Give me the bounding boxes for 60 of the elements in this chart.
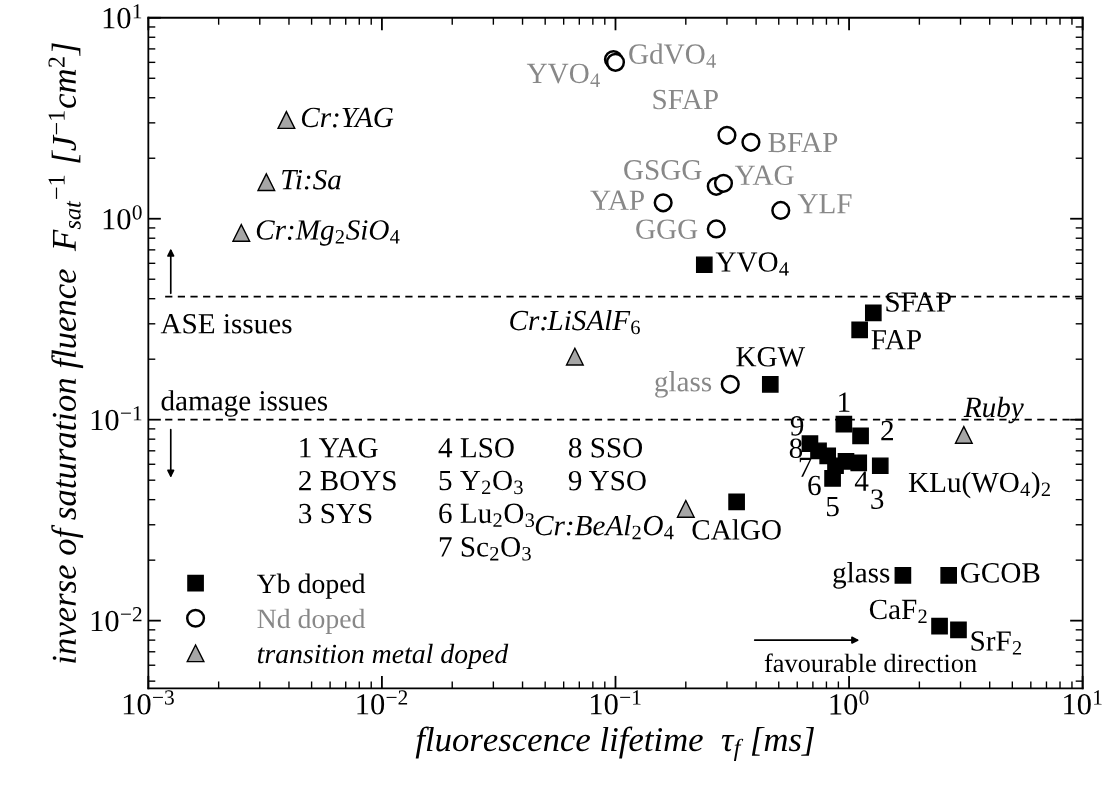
annotation: CAlGO: [692, 519, 781, 540]
annotation: 5 Y$_{2}$O$_{3}$: [439, 470, 523, 495]
annotation: Cr:YAG: [301, 107, 394, 128]
ref-line-label: ASE issues: [160, 313, 292, 334]
annotation: Ruby: [963, 396, 1024, 424]
annotation: 8 SSO: [568, 437, 643, 458]
annotation: SFAP: [886, 292, 951, 312]
ref-line-label: damage issues: [161, 390, 328, 417]
annotation: 1 YAG: [300, 438, 378, 458]
x-tick-label: 10$^{0}$: [830, 690, 869, 715]
annotation: 4: [854, 471, 869, 491]
annotation: KGW: [736, 347, 806, 367]
annotation: 7 Sc$_{2}$O$_{3}$: [439, 537, 531, 561]
annotation: 6 Lu$_{2}$O$_{3}$: [439, 503, 535, 528]
legend-label: transition metal doped: [257, 643, 509, 669]
annotation: Cr:LiSAlF$_{6}$: [510, 309, 640, 335]
y-tick-label: 10$^{0}$: [103, 205, 142, 230]
legend-label: Yb doped: [256, 573, 366, 599]
annotation: SFAP: [653, 89, 718, 110]
annotation: YVO$_{4}$: [715, 252, 789, 276]
annotation: Cr:BeAl$_{2}$O$_{4}$: [535, 514, 674, 540]
y-tick-label: 10$^{−1}$: [91, 406, 142, 431]
annotation: YVO$_{4}$: [526, 63, 600, 87]
annotation: KLu(WO$_{4}$)$_{2}$: [908, 471, 1050, 499]
annotation: 6: [808, 475, 821, 496]
x-axis-title: fluorescence lifetime τ$_{f}$ [ms]: [415, 726, 814, 761]
annotation: glass: [655, 371, 712, 398]
x-tick-label: 10$^{−3}$: [123, 690, 174, 715]
annotation: 9: [790, 416, 804, 436]
annotation: 4 LSO: [438, 438, 514, 458]
annotation: GCOB: [961, 563, 1040, 583]
annotation: Cr:Mg$_{2}$SiO$_{4}$: [256, 220, 400, 246]
annotation: 5: [826, 496, 839, 517]
annotation: Ti:Sa: [282, 169, 341, 190]
annotation: GGG: [636, 219, 698, 239]
annotation: 2 BOYS: [299, 470, 396, 491]
annotation: YAP: [590, 190, 644, 210]
annotation: SrF$_{2}$: [971, 631, 1022, 655]
annotation: GdVO$_{4}$: [629, 43, 716, 68]
annotation: 1: [839, 392, 850, 412]
annotation: GSGG: [624, 160, 702, 180]
annotation: glass: [833, 562, 890, 589]
annotation: favourable direction: [764, 653, 977, 673]
annotation: BFAP: [768, 132, 838, 153]
x-tick-label: 10$^{−2}$: [357, 690, 408, 715]
annotation: 3: [871, 489, 884, 510]
legend-label: Nd doped: [257, 608, 366, 634]
y-tick-label: 10$^{1}$: [103, 4, 142, 29]
annotation: YLF: [797, 194, 852, 214]
annotation: YAG: [734, 165, 794, 186]
annotation: FAP: [871, 330, 921, 350]
annotation: 3 SYS: [299, 503, 372, 524]
y-tick-label: 10$^{−2}$: [91, 607, 142, 632]
x-tick-label: 10$^{1}$: [1064, 690, 1102, 715]
annotation: 7: [799, 457, 812, 477]
y-axis-title: inverse of saturation fluence F$_{sat}$$^{−1}$ [J$^{−1}$cm$^{2}$]: [48, 43, 84, 663]
annotation: 2: [881, 420, 893, 441]
annotation: 9 YSO: [568, 470, 646, 491]
x-tick-label: 10$^{−1}$: [590, 690, 641, 715]
annotation: CaF$_{2}$: [869, 599, 927, 623]
